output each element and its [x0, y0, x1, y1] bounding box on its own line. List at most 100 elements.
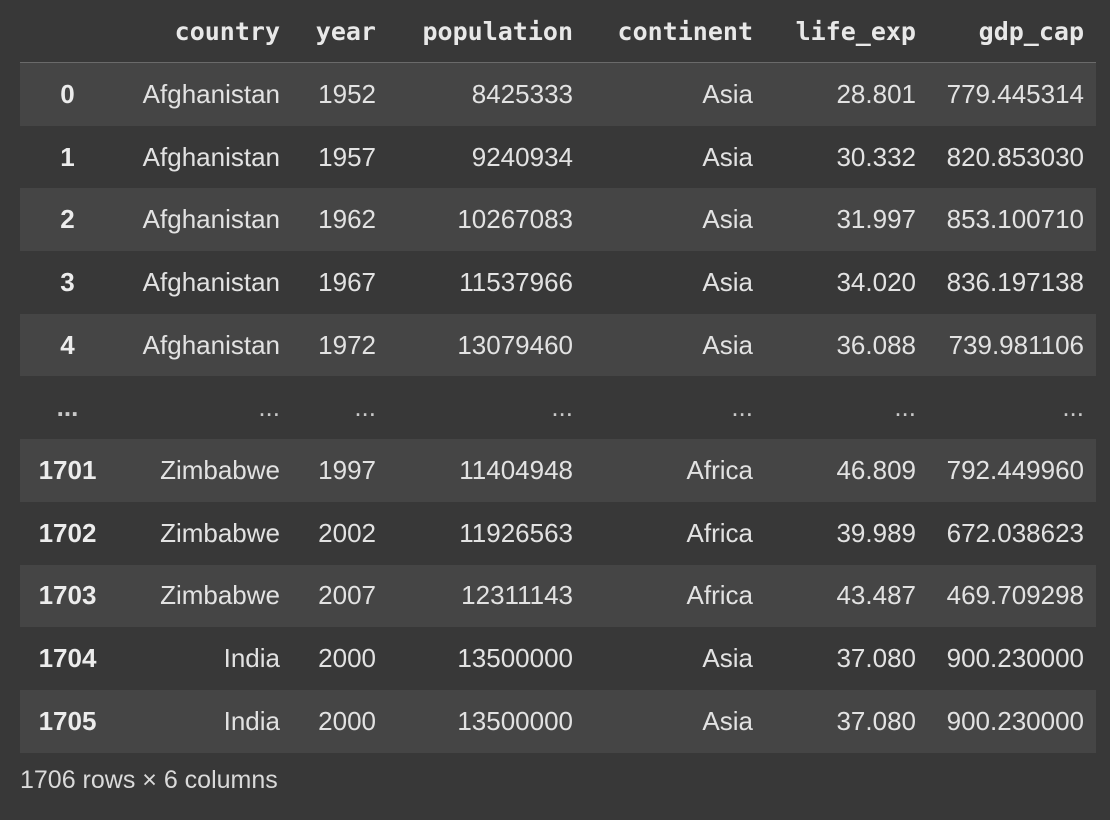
cell-population: 12311143	[461, 580, 573, 611]
table-row: 3 Afghanistan 1967 11537966 Asia 34.020 836.19…	[20, 251, 1096, 314]
table-body: 0 Afghanistan 1952 8425333 Asia 28.801 779.445…	[20, 62, 1096, 753]
cell-year: ...	[354, 392, 376, 423]
cell-country: Afghanistan	[142, 204, 280, 235]
table-row-ellipsis: .....................	[20, 376, 1096, 440]
table-row: 4 Afghanistan 1972 13079460 Asia 36.088 739.98…	[20, 313, 1096, 377]
cell-year: 2007	[318, 580, 376, 611]
cell-gdp-cap: 836.197138	[946, 266, 1084, 297]
cell-life-exp: 30.332	[836, 141, 916, 172]
cell-gdp-cap: 672.038623	[946, 517, 1084, 548]
cell-gdp-cap: 900.230000	[946, 643, 1084, 674]
cell-continent: Asia	[702, 78, 753, 109]
cell-year: 1967	[318, 266, 376, 297]
cell-continent: Asia	[702, 204, 753, 235]
cell-population: 9240934	[471, 141, 573, 172]
cell-continent: Asia	[702, 266, 753, 297]
cell-population: 11537966	[459, 266, 573, 297]
table-row: 1703 Zimbabwe 2007 12311143 Africa 43.487 469.…	[20, 564, 1096, 628]
cell-life-exp: 37.080	[836, 705, 916, 736]
cell-continent: Africa	[686, 517, 753, 548]
cell-life-exp: ...	[894, 392, 916, 423]
row-index: ...	[56, 392, 79, 423]
cell-country: Zimbabwe	[160, 580, 280, 611]
cell-continent: Africa	[686, 454, 753, 485]
header-country: country	[115, 0, 292, 63]
cell-continent: Asia	[702, 643, 753, 674]
table-row: 1701 Zimbabwe 1997 11404948 Africa 46.809 792.…	[20, 439, 1096, 502]
cell-population: 13500000	[457, 643, 573, 674]
cell-country: Afghanistan	[142, 78, 280, 109]
table-row: 1702 Zimbabwe 2002 11926563 Africa 39.989 672.…	[20, 501, 1096, 565]
cell-gdp-cap: 853.100710	[946, 204, 1084, 235]
row-index: 1	[60, 141, 75, 172]
cell-year: 2000	[318, 705, 376, 736]
table-row: 2 Afghanistan 1962 10267083 Asia 31.997 853.10…	[20, 188, 1096, 252]
header-population: population	[388, 0, 585, 63]
cell-gdp-cap: 820.853030	[946, 141, 1084, 172]
cell-year: 1957	[318, 141, 376, 172]
cell-gdp-cap: 900.230000	[946, 705, 1084, 736]
cell-country: India	[223, 643, 280, 674]
cell-year: 1997	[318, 454, 376, 485]
cell-year: 1962	[318, 204, 376, 235]
header-life-exp: life_exp	[765, 0, 928, 63]
cell-population: 8425333	[471, 78, 573, 109]
table-row: 0 Afghanistan 1952 8425333 Asia 28.801 779.445…	[20, 62, 1096, 126]
cell-continent: Africa	[686, 580, 753, 611]
header-gdp-cap: gdp_cap	[928, 0, 1096, 63]
cell-continent: Asia	[702, 329, 753, 360]
row-index: 1703	[38, 580, 97, 611]
cell-country: ...	[258, 392, 280, 423]
header-row: country year population continent life_e…	[20, 0, 1096, 63]
table-row: 1 Afghanistan 1957 9240934 Asia 30.332 820.853…	[20, 125, 1096, 189]
table-row: 1704 India 2000 13500000 Asia 37.080 900.23000…	[20, 627, 1096, 690]
cell-life-exp: 28.801	[836, 78, 916, 109]
cell-gdp-cap: 469.709298	[946, 580, 1084, 611]
cell-population: 11404948	[459, 454, 573, 485]
cell-continent: Asia	[702, 141, 753, 172]
cell-life-exp: 46.809	[836, 454, 916, 485]
cell-population: 13500000	[457, 705, 573, 736]
cell-country: Zimbabwe	[160, 454, 280, 485]
cell-year: 1952	[318, 78, 376, 109]
cell-continent: ...	[731, 392, 753, 423]
cell-life-exp: 31.997	[836, 204, 916, 235]
cell-gdp-cap: 779.445314	[946, 78, 1084, 109]
row-index: 4	[60, 329, 75, 360]
cell-gdp-cap: 739.981106	[948, 329, 1084, 360]
row-index: 1704	[38, 643, 97, 674]
header-index	[20, 0, 115, 63]
cell-population: 13079460	[457, 329, 573, 360]
cell-country: Afghanistan	[142, 329, 280, 360]
row-index: 1702	[38, 517, 97, 548]
row-count-summary: 1706 rows × 6 columns	[20, 766, 278, 794]
row-index: 0	[60, 78, 75, 109]
cell-gdp-cap: ...	[1062, 392, 1084, 423]
cell-life-exp: 39.989	[836, 517, 916, 548]
header-year: year	[292, 0, 388, 63]
cell-country: Afghanistan	[142, 141, 280, 172]
cell-population: 11926563	[459, 517, 573, 548]
cell-gdp-cap: 792.449960	[946, 454, 1084, 485]
cell-year: 1972	[318, 329, 376, 360]
row-index: 1701	[38, 454, 97, 485]
row-index: 2	[60, 204, 75, 235]
cell-life-exp: 34.020	[836, 266, 916, 297]
table-header: country year population continent life_e…	[20, 0, 1096, 63]
table-row: 1705 India 2000 13500000 Asia 37.080 900.23000…	[20, 689, 1096, 753]
cell-life-exp: 36.088	[836, 329, 916, 360]
row-index: 1705	[38, 705, 97, 736]
cell-country: Zimbabwe	[160, 517, 280, 548]
cell-life-exp: 43.487	[836, 580, 916, 611]
cell-country: Afghanistan	[142, 266, 280, 297]
cell-year: 2002	[318, 517, 376, 548]
cell-country: India	[223, 705, 280, 736]
header-continent: continent	[585, 0, 765, 63]
dataframe-table: country year population continent life_e…	[20, 0, 1096, 753]
row-index: 3	[60, 266, 75, 297]
cell-year: 2000	[318, 643, 376, 674]
cell-continent: Asia	[702, 705, 753, 736]
dataframe-output: country year population continent life_e…	[20, 0, 1096, 753]
cell-population: 10267083	[457, 204, 573, 235]
cell-life-exp: 37.080	[836, 643, 916, 674]
